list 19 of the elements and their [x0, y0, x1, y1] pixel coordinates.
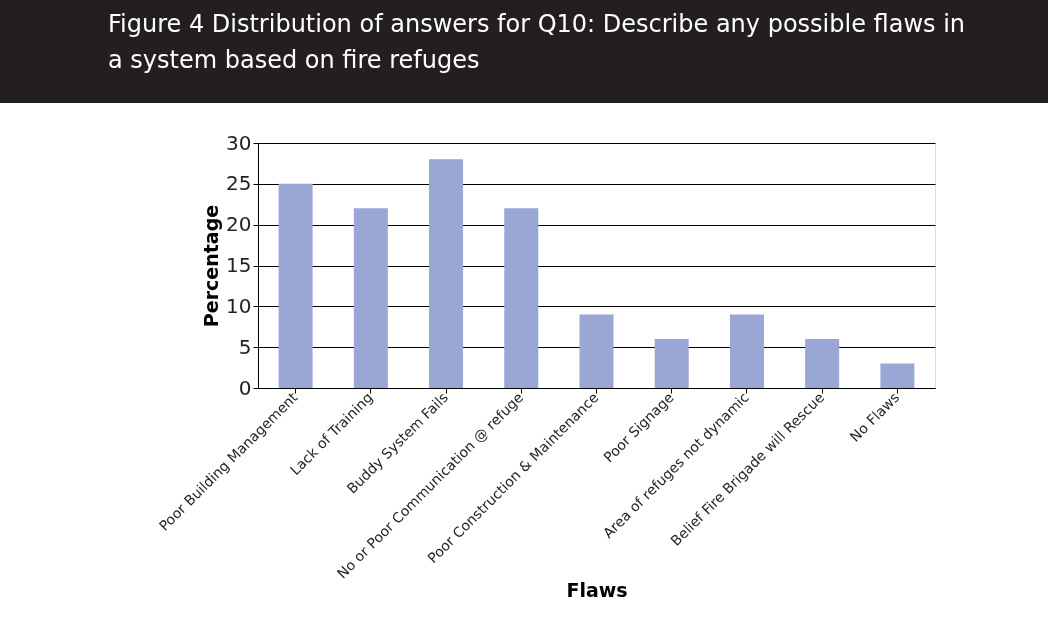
y-tick-label: 0: [238, 375, 252, 400]
bar: [429, 159, 464, 388]
y-tick-label: 25: [226, 171, 252, 196]
bar: [579, 314, 614, 388]
bar: [654, 339, 689, 388]
bar: [504, 208, 539, 388]
bar: [353, 208, 388, 388]
bar: [729, 314, 764, 388]
bar: [278, 183, 313, 388]
y-tick-label: 10: [226, 293, 252, 318]
y-tick-label: 5: [238, 334, 252, 359]
y-tick-label: 20: [226, 212, 252, 237]
y-tick-label: 30: [226, 130, 252, 155]
bar: [805, 339, 840, 388]
chart-title: Figure 4 Distribution of answers for Q10: Describe any possible flaws in a system based on fire refuges: [108, 10, 966, 74]
y-axis-title: Percentage: [200, 204, 223, 328]
x-axis-title: Flaws: [566, 578, 628, 601]
bar: [880, 363, 915, 388]
y-tick-label: 15: [226, 253, 252, 277]
